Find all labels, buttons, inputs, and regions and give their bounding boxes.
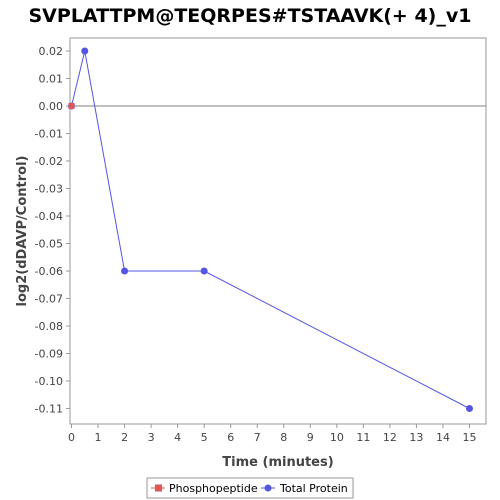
y-tick-label: -0.04: [35, 210, 63, 223]
x-tick-label: 4: [174, 431, 181, 444]
x-tick-label: 5: [201, 431, 208, 444]
legend: Phosphopeptide Total Protein: [146, 477, 354, 499]
series-layer: [68, 47, 473, 412]
y-tick-label: 0.01: [39, 73, 64, 86]
legend-marker-total-protein: [264, 484, 272, 492]
legend-marker-phosphopeptide: [155, 484, 162, 492]
x-tick-label: 11: [356, 431, 370, 444]
y-tick-label: -0.08: [35, 320, 63, 333]
data-point-total-protein: [200, 267, 208, 275]
y-axis-label: log2(dDAVP/Control): [15, 156, 30, 307]
x-tick-label: 2: [121, 431, 128, 444]
y-tick-label: -0.10: [35, 375, 63, 388]
y-tick-label: -0.09: [35, 348, 63, 361]
legend-label-total-protein: Total Protein: [279, 482, 348, 495]
y-tick-label: -0.01: [35, 128, 63, 141]
y-tick-label: 0.02: [39, 45, 64, 58]
data-point-phosphopeptide: [68, 103, 75, 109]
y-tick-label: -0.07: [35, 293, 63, 306]
legend-label-phosphopeptide: Phosphopeptide: [169, 482, 258, 495]
x-tick-label: 3: [148, 431, 155, 444]
plot-area: [69, 37, 487, 425]
data-point-total-protein: [466, 405, 473, 412]
data-point-total-protein: [121, 267, 129, 275]
chart-title: SVPLATTPM@TEQRPES#TSTAAVK(+ 4)_v1: [29, 5, 472, 27]
x-tick-label: 7: [254, 431, 261, 444]
y-tick-label: -0.11: [35, 403, 63, 416]
y-tick-label: 0.00: [39, 100, 64, 113]
y-tick-label: -0.05: [35, 238, 63, 251]
x-axis-label: Time (minutes): [222, 455, 333, 470]
x-tick-label: 14: [436, 431, 450, 444]
x-axis: 0 1 2 3 4 5 6 7 8 9 10 11 12 13 14 15: [68, 424, 477, 444]
x-tick-label: 10: [330, 431, 344, 444]
y-tick-label: -0.02: [35, 155, 63, 168]
x-tick-label: 8: [280, 431, 287, 444]
x-tick-label: 13: [409, 431, 423, 444]
x-tick-label: 12: [383, 431, 397, 444]
legend-box: [146, 477, 354, 499]
x-tick-label: 1: [95, 431, 102, 444]
x-tick-label: 6: [227, 431, 234, 444]
y-tick-label: -0.06: [35, 265, 63, 278]
y-tick-label: -0.03: [35, 183, 63, 196]
x-tick-label: 15: [463, 431, 477, 444]
x-tick-label: 0: [68, 431, 75, 444]
x-tick-label: 9: [307, 431, 314, 444]
y-axis: 0.02 0.01 0.00 -0.01 -0.02 -0.03 -0.04 -0.05 -0.…: [35, 45, 70, 416]
data-point-total-protein: [81, 47, 89, 55]
